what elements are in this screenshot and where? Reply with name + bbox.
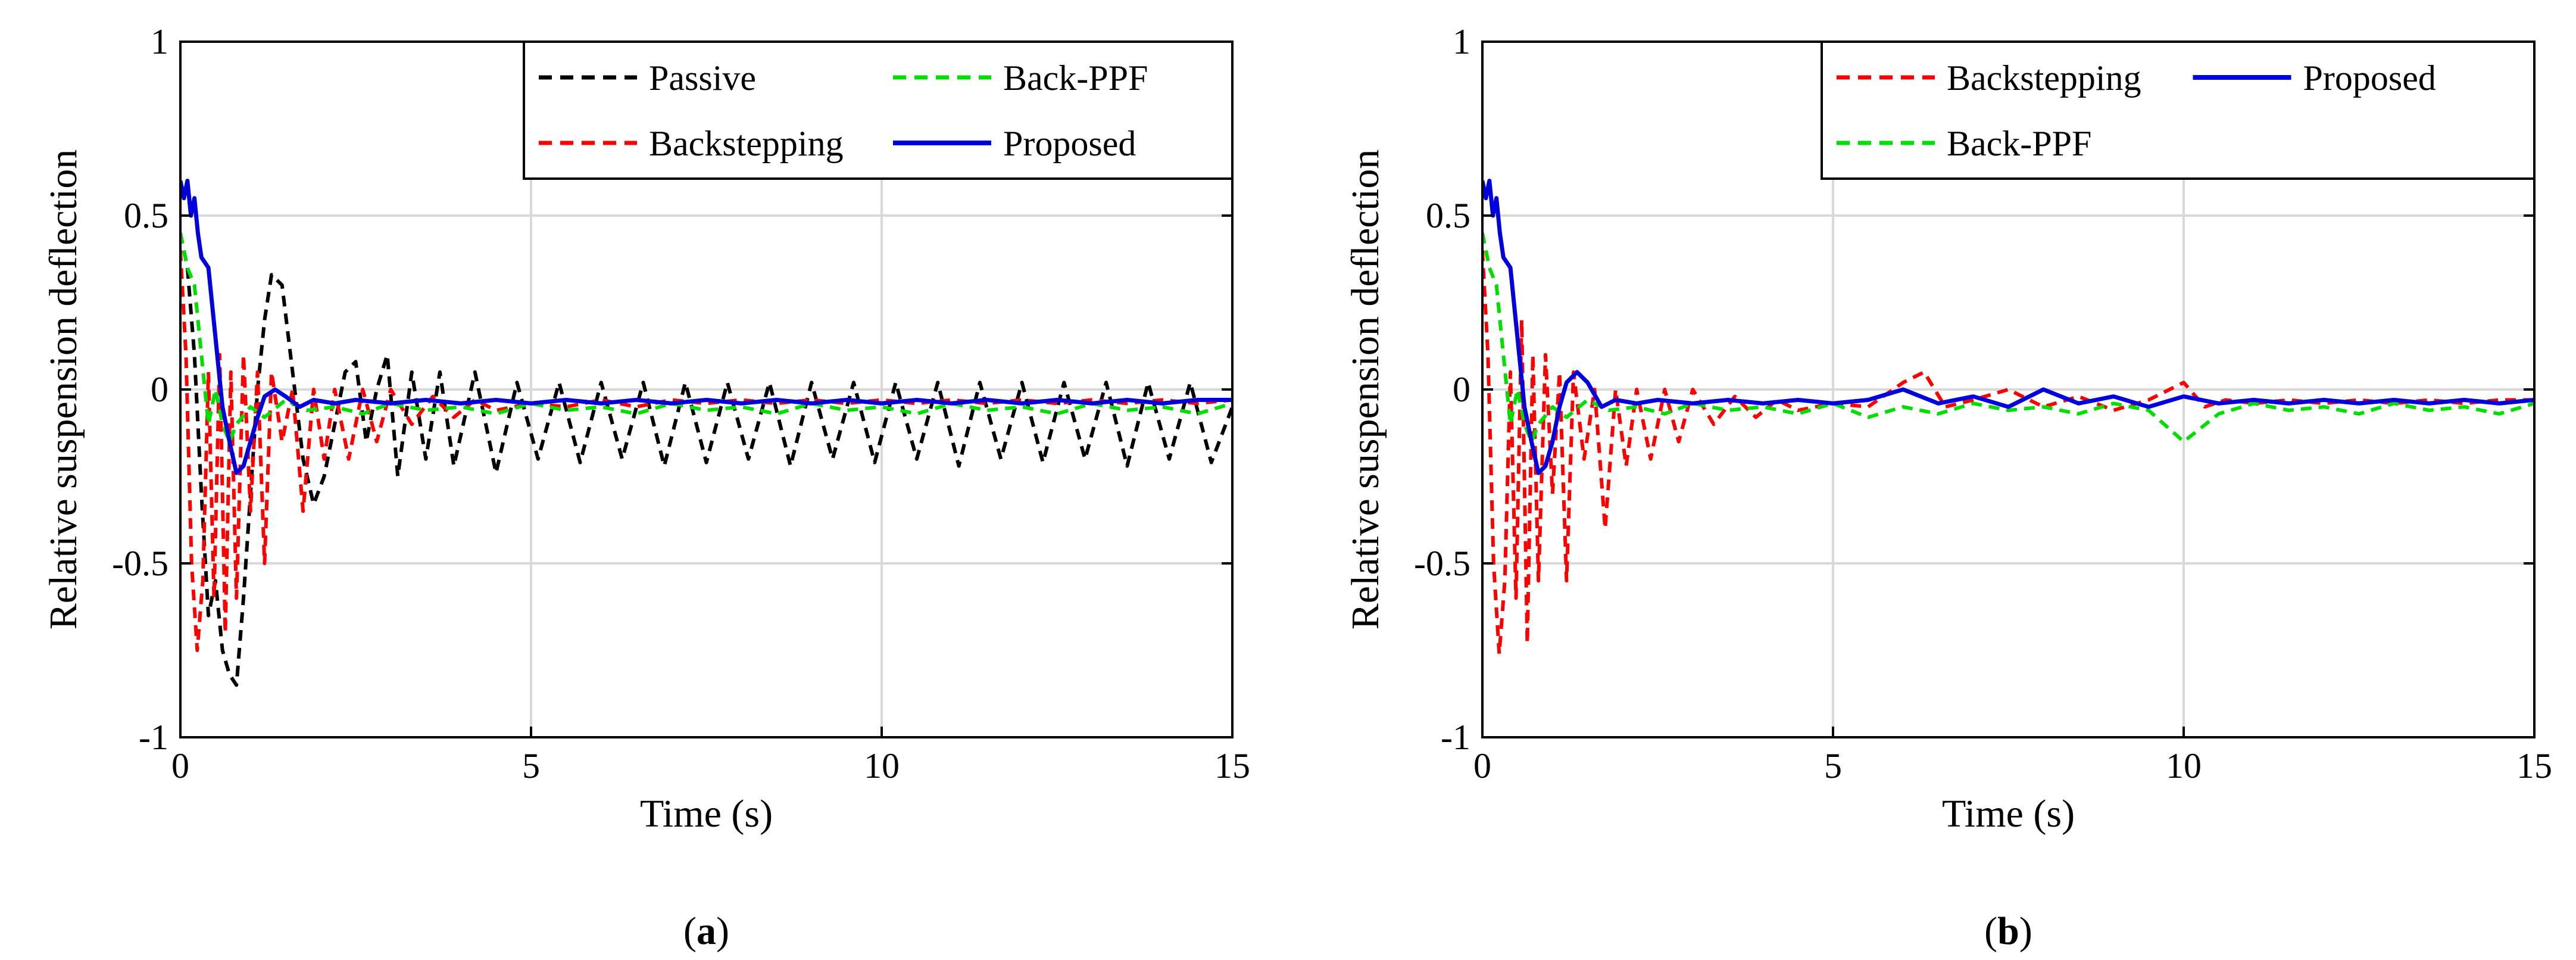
panel-a-x-tick-label: 5	[522, 746, 540, 786]
panel-b-y-tick-label: 1	[1453, 22, 1470, 61]
panel-b-x-tick-label: 15	[2516, 746, 2552, 786]
panel-a-y-tick-label: 0	[151, 370, 168, 409]
panel-a-y-tick-label: 0.5	[124, 196, 168, 235]
panel-b-legend-label-proposed: Proposed	[2303, 58, 2436, 98]
panel-a-legend-label-back-ppf: Back-PPF	[1003, 58, 1148, 98]
panel-a-legend-label-backstepping: Backstepping	[649, 124, 844, 163]
panel-a-chart: 0 5 10 15 -1 -0.5 0 0.5 1 Time (s) Relative suspen…	[42, 22, 1250, 953]
panel-b-x-tick-label: 10	[2166, 746, 2202, 786]
panel-b-legend-label-backstepping: Backstepping	[1947, 58, 2141, 98]
panel-a-y-tick-label: -0.5	[112, 544, 168, 583]
panel-b-series-line-proposed	[1482, 179, 2534, 475]
panel-a-series-group	[180, 179, 1232, 687]
panel-a-series-line-proposed	[180, 179, 1232, 475]
panel-a-x-tick-label: 0	[171, 746, 189, 786]
panel-b-y-tick-label: -1	[1441, 718, 1470, 757]
panel-a-x-axis-label: Time (s)	[640, 792, 773, 836]
panel-a-legend-label-passive: Passive	[649, 58, 756, 98]
panel-a-x-tick-label: 10	[864, 746, 900, 786]
panel-b-y-axis-label: Relative suspension deflection	[1344, 149, 1387, 629]
panel-b-y-tick-label: 0.5	[1426, 196, 1470, 235]
panel-b-legend-box	[1821, 40, 2536, 180]
panel-a-caption: (a)	[683, 909, 729, 953]
panel-b-series-group	[1482, 179, 2534, 656]
panel-a-legend: Passive Back-PPF Backstepping Proposed	[523, 40, 1234, 180]
panel-b-legend: Backstepping Proposed Back-PPF	[1821, 40, 2536, 180]
panel-a-legend-box	[523, 40, 1234, 180]
panel-b-chart: 0 5 10 15 -1 -0.5 0 0.5 1 Time (s) Relative suspen…	[1344, 22, 2552, 953]
panel-a-legend-label-proposed: Proposed	[1003, 124, 1136, 163]
panel-b-x-tick-label: 0	[1473, 746, 1491, 786]
panel-b-y-tick-label: -0.5	[1414, 544, 1470, 583]
panel-b-x-axis-label: Time (s)	[1942, 792, 2075, 836]
panel-a-y-tick-label: -1	[139, 718, 168, 757]
panel-a-x-tick-label: 15	[1214, 746, 1250, 786]
panel-b-legend-label-back-ppf: Back-PPF	[1947, 124, 2091, 163]
panel-b-x-tick-label: 5	[1824, 746, 1842, 786]
panel-b-caption: (b)	[1984, 909, 2032, 953]
panel-a-y-axis-label: Relative suspension deflection	[42, 149, 85, 629]
panel-a-y-tick-label: 1	[151, 22, 168, 61]
panel-b-y-tick-label: 0	[1453, 370, 1470, 409]
